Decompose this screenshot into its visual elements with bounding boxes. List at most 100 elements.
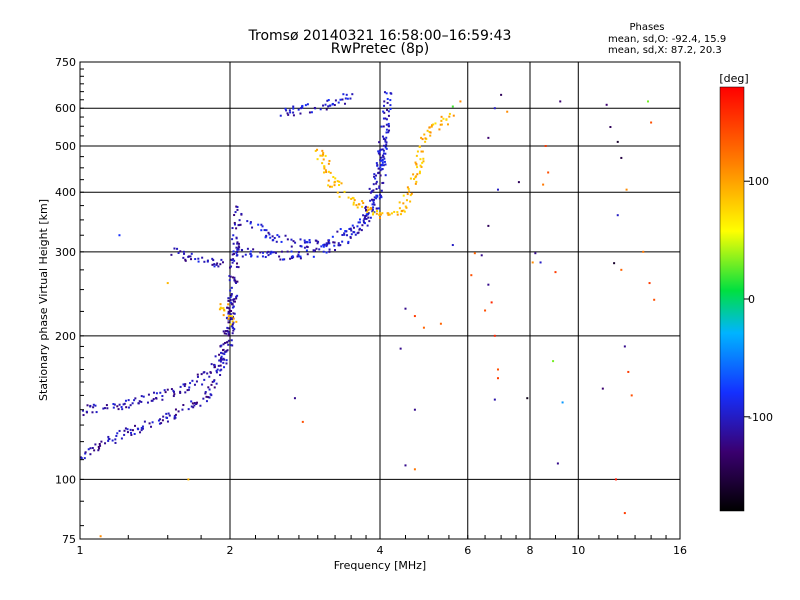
data-point [152, 398, 155, 401]
data-point [410, 192, 413, 195]
data-point [428, 131, 431, 134]
data-point [386, 101, 389, 104]
data-point [321, 149, 324, 152]
data-point [232, 252, 235, 255]
data-point [357, 203, 360, 206]
data-point [348, 228, 351, 231]
data-point [231, 303, 234, 306]
data-point [106, 407, 109, 410]
data-point [190, 252, 193, 255]
data-point [445, 118, 448, 121]
data-point [363, 217, 366, 220]
data-point [333, 241, 336, 244]
data-point [286, 112, 289, 115]
data-point [218, 308, 221, 311]
data-point [396, 213, 399, 216]
data-point [402, 209, 405, 212]
data-point [384, 152, 387, 155]
data-point [287, 113, 290, 116]
data-point [210, 363, 213, 366]
data-point [236, 280, 239, 283]
data-point [544, 144, 547, 147]
data-point [272, 239, 275, 242]
data-point [226, 306, 229, 309]
data-point [230, 344, 233, 347]
data-point [230, 293, 233, 296]
data-point [539, 261, 542, 264]
data-point [270, 250, 273, 253]
data-point [237, 242, 240, 245]
data-point [85, 410, 88, 413]
data-point [387, 213, 390, 216]
data-point [281, 258, 284, 261]
data-point [316, 242, 319, 245]
data-point [266, 251, 269, 254]
data-point [650, 121, 653, 124]
data-point [227, 334, 230, 337]
data-point [343, 102, 346, 105]
data-point [381, 159, 384, 162]
data-point [211, 380, 214, 383]
data-point [390, 212, 393, 215]
data-point [166, 388, 169, 391]
data-point [363, 222, 366, 225]
data-point [316, 148, 319, 151]
data-point [487, 136, 490, 139]
data-point [95, 411, 98, 414]
data-point [318, 248, 321, 251]
data-point [196, 375, 199, 378]
data-point [328, 242, 331, 245]
data-point [424, 137, 427, 140]
data-point [191, 379, 194, 382]
data-point [379, 193, 382, 196]
data-point [264, 256, 267, 259]
data-point [542, 183, 545, 186]
data-point [235, 254, 238, 257]
data-point [415, 175, 418, 178]
data-point [158, 422, 161, 425]
colorbar-ticks: 100 0 -100 [744, 175, 773, 424]
data-point [229, 296, 232, 299]
data-point [165, 412, 168, 415]
data-point [236, 206, 239, 209]
data-point [387, 125, 390, 128]
data-point [405, 199, 408, 202]
data-point [237, 248, 240, 251]
data-point [325, 171, 328, 174]
data-point [378, 212, 381, 215]
data-point [82, 414, 85, 417]
data-point [356, 225, 359, 228]
data-point [134, 424, 137, 427]
data-point [235, 295, 238, 298]
data-point [325, 251, 328, 254]
data-point [517, 181, 520, 184]
data-point [240, 248, 243, 251]
data-point [327, 162, 330, 165]
data-point [232, 298, 235, 301]
data-point [352, 231, 355, 234]
data-point [393, 210, 396, 213]
data-point [182, 383, 185, 386]
data-point [162, 415, 165, 418]
data-point [195, 402, 198, 405]
data-point [352, 226, 355, 229]
data-point [381, 135, 384, 138]
data-point [324, 169, 327, 172]
data-point [231, 253, 234, 256]
data-point [208, 375, 211, 378]
data-point [312, 255, 315, 258]
data-point [480, 254, 483, 257]
data-point [493, 107, 496, 110]
data-point [236, 241, 239, 244]
data-point [431, 124, 434, 127]
data-point [375, 212, 378, 215]
data-point [212, 259, 215, 262]
data-point [126, 431, 129, 434]
data-point [429, 131, 432, 134]
data-point [172, 390, 175, 393]
data-point [408, 190, 411, 193]
data-point [173, 247, 176, 250]
data-point [430, 125, 433, 128]
data-point [534, 252, 537, 255]
data-point [166, 282, 169, 285]
